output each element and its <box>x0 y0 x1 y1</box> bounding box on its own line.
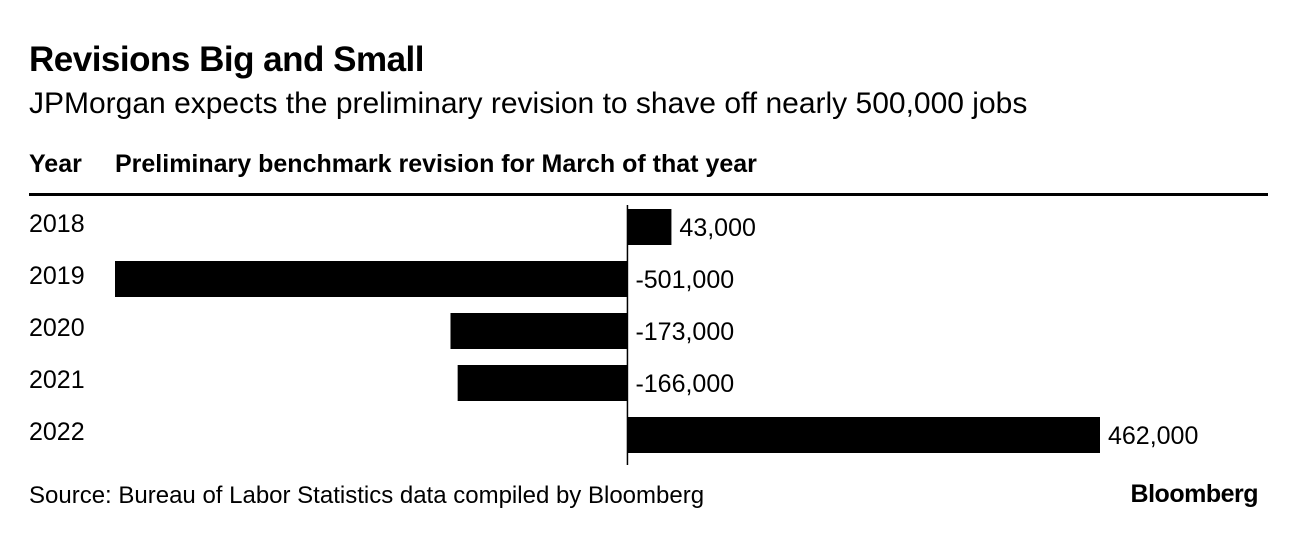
year-label-2021: 2021 <box>29 366 85 394</box>
value-label-2021: -166,000 <box>635 370 734 398</box>
year-label-2018: 2018 <box>29 210 85 238</box>
bar-2019 <box>115 261 628 297</box>
value-label-2022: 462,000 <box>1108 422 1198 450</box>
year-label-2022: 2022 <box>29 418 85 446</box>
bloomberg-logo: Bloomberg <box>1130 480 1259 508</box>
value-label-2018: 43,000 <box>679 214 755 242</box>
chart-subtitle: JPMorgan expects the preliminary revisio… <box>29 87 1028 120</box>
year-label-2020: 2020 <box>29 314 85 342</box>
bar-2018 <box>627 209 672 245</box>
bar-2020 <box>450 313 628 349</box>
chart-title: Revisions Big and Small <box>29 40 425 79</box>
bar-2021 <box>457 365 628 401</box>
year-column-header: Year <box>29 150 82 178</box>
source-note: Source: Bureau of Labor Statistics data … <box>29 482 705 509</box>
value-label-2019: -501,000 <box>635 266 734 294</box>
value-label-2020: -173,000 <box>635 318 734 346</box>
revision-column-header: Preliminary benchmark revision for March… <box>115 150 757 178</box>
bar-2022 <box>627 417 1100 453</box>
year-label-2019: 2019 <box>29 262 85 290</box>
header-divider <box>29 193 1268 196</box>
